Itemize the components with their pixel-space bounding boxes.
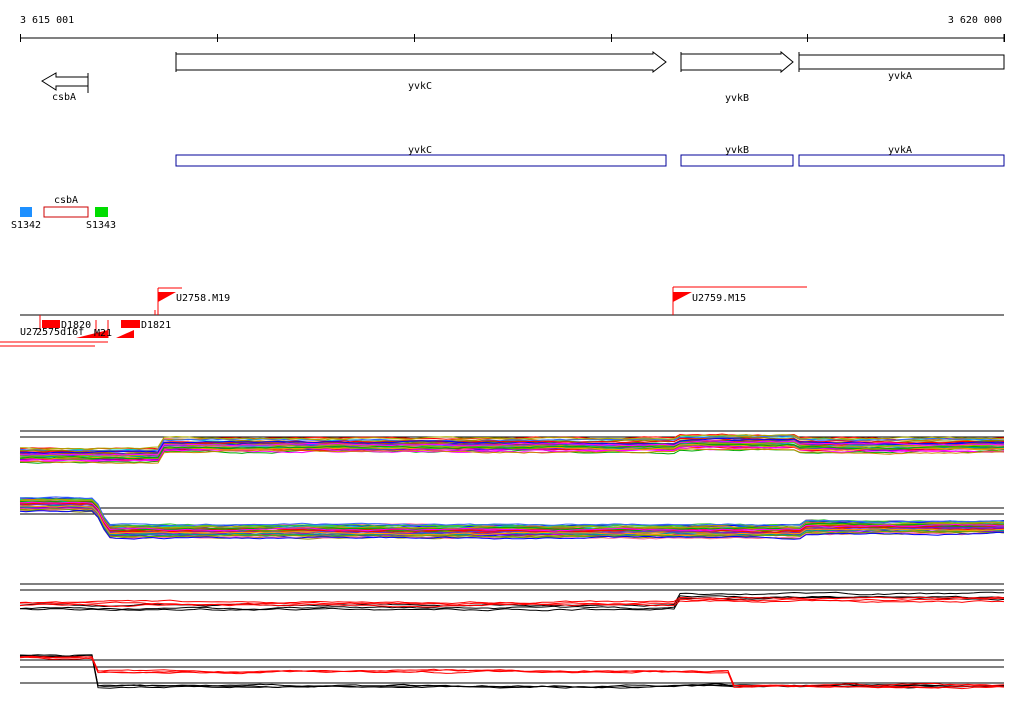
transcript-label-U27: U27 — [20, 327, 38, 338]
gene-arrow-csbA[interactable]: csbA — [41, 72, 89, 103]
expression-lines-3 — [19, 591, 1005, 612]
gene-box-track: yvkC yvkB yvkA — [175, 145, 1005, 167]
transcript-cluster[interactable]: U27 2575d16f M21 — [0, 320, 134, 347]
transcript-label-M21: M21 — [94, 328, 112, 339]
gene-label-csbA: csbA — [52, 92, 76, 103]
transcript-D1820[interactable]: D1820 — [39, 315, 91, 331]
transcript-label-D1820: D1820 — [61, 320, 91, 331]
small-feature-track: S1342 csbA S1343 — [11, 195, 116, 231]
gene-box-yvkA[interactable]: yvkA — [798, 145, 1005, 167]
transcript-label-U2758: U2758.M19 — [176, 293, 230, 304]
gene-box-label-yvkC: yvkC — [408, 145, 432, 156]
expression-trace — [19, 448, 1005, 464]
expression-trace — [19, 434, 1005, 450]
expression-trace — [19, 505, 1005, 537]
transcript-label-U2759: U2759.M15 — [692, 293, 746, 304]
gene-arrow-yvkA[interactable]: yvkA — [798, 52, 1005, 82]
feature-csbA[interactable]: csbA — [43, 195, 89, 218]
expression-trace — [19, 443, 1005, 461]
gene-box-yvkC[interactable]: yvkC — [175, 145, 667, 167]
gene-label-yvkC: yvkC — [408, 81, 432, 92]
expression-trace — [19, 502, 1005, 533]
gene-box-label-yvkB: yvkB — [725, 145, 749, 156]
expression-trace — [19, 434, 1005, 452]
expression-trace — [19, 596, 1005, 612]
expression-trace — [19, 599, 1005, 608]
gene-arrow-track: csbA yvkC yvkB yvkA — [41, 50, 1005, 104]
coordinate-ruler: 3 615 001 3 620 000 — [20, 15, 1005, 42]
transcript-U2759[interactable]: U2759.M15 — [672, 286, 807, 315]
expression-trace — [19, 500, 1005, 532]
feature-label-S1343: S1343 — [86, 220, 116, 231]
gene-label-yvkB: yvkB — [725, 93, 749, 104]
gene-arrow-yvkB[interactable]: yvkB — [680, 50, 794, 104]
expression-panel-4 — [19, 654, 1005, 690]
transcript-label-overlap: 2575d16f — [36, 327, 84, 338]
expression-lines-1 — [19, 433, 1005, 464]
expression-trace — [19, 656, 1005, 689]
gene-box-yvkB[interactable]: yvkB — [680, 145, 794, 167]
feature-label-S1342: S1342 — [11, 220, 41, 231]
expression-trace — [19, 508, 1005, 539]
ruler-start-label: 3 615 001 — [20, 15, 74, 26]
expression-panel-3 — [19, 583, 1005, 612]
gene-box-label-yvkA: yvkA — [888, 145, 912, 156]
transcript-label-D1821: D1821 — [141, 320, 171, 331]
expression-trace — [19, 509, 1004, 540]
expression-trace — [20, 437, 1005, 454]
transcript-D1821[interactable]: D1821 — [121, 310, 171, 331]
expression-trace — [19, 437, 1005, 454]
expression-lines-2 — [19, 496, 1005, 540]
feature-label-csbA: csbA — [54, 195, 78, 206]
ruler-end-label: 3 620 000 — [948, 15, 1002, 26]
gene-arrow-yvkC[interactable]: yvkC — [175, 50, 667, 92]
expression-trace — [19, 496, 1005, 527]
expression-trace — [19, 440, 1005, 456]
gene-label-yvkA: yvkA — [888, 71, 912, 82]
expression-trace — [19, 442, 1005, 460]
feature-S1343[interactable]: S1343 — [86, 207, 116, 231]
expression-lines-4 — [19, 654, 1005, 690]
transcript-U2758[interactable]: U2758.M19 — [157, 287, 230, 315]
expression-trace — [19, 501, 1005, 532]
feature-S1342[interactable]: S1342 — [11, 207, 41, 231]
transcript-track: U2758.M19 U2759.M15 D1820 D1821 U27 2575… — [0, 286, 1004, 347]
expression-panel-2 — [19, 496, 1005, 540]
expression-panel-1 — [19, 430, 1005, 464]
expression-trace — [19, 498, 1005, 530]
ruler-ticks — [20, 34, 1005, 42]
